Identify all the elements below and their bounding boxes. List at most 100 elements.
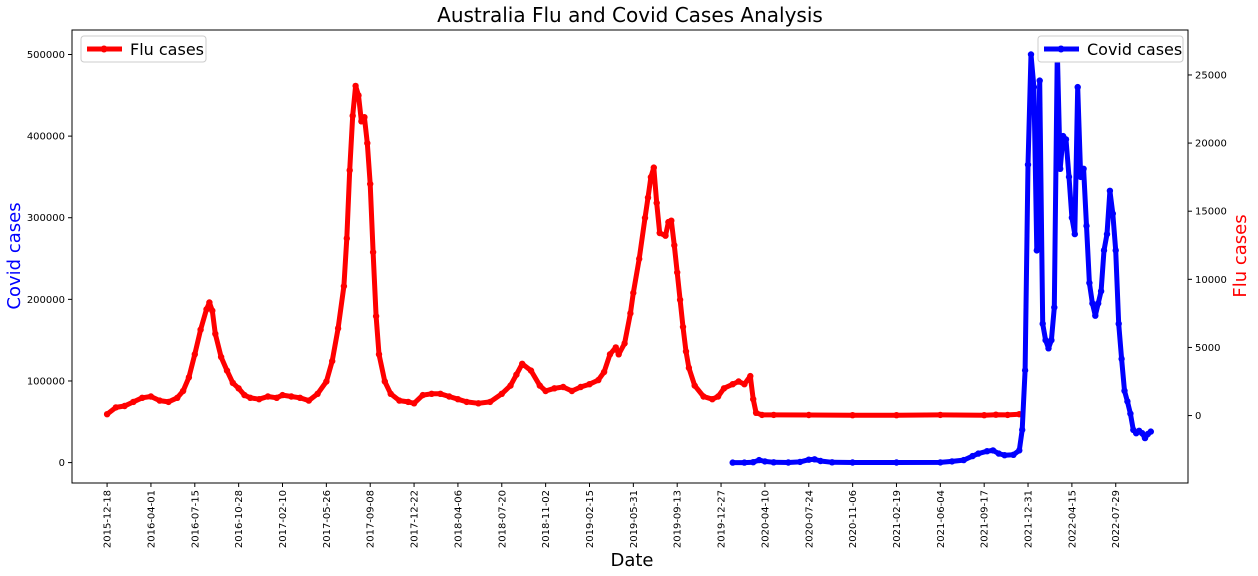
flu-cases-point — [279, 391, 286, 399]
flu-cases-point — [203, 306, 210, 313]
x-tick-label: 2016-10-28 — [234, 490, 245, 548]
covid-cases-point — [817, 457, 824, 465]
flu-cases-point — [305, 397, 312, 404]
flu-cases-point — [937, 411, 944, 419]
covid-cases-point — [1121, 387, 1128, 394]
y-left-tick-label: 400000 — [27, 132, 65, 143]
flu-cases-point — [197, 326, 204, 333]
x-tick-label: 2016-07-15 — [190, 490, 201, 548]
covid-cases-point — [1103, 230, 1111, 238]
flu-cases-point — [606, 351, 614, 358]
y-right-tick-label: 5000 — [1195, 343, 1220, 354]
covid-cases-point — [1106, 187, 1114, 194]
covid-cases-point — [1071, 230, 1079, 238]
flu-cases-point — [595, 376, 602, 384]
covid-cases-point — [828, 459, 836, 466]
x-tick-label: 2016-04-01 — [146, 490, 157, 548]
covid-cases-point — [1100, 247, 1108, 254]
flu-cases-point — [419, 391, 426, 399]
covid-cases-point — [948, 458, 956, 465]
flu-cases-point — [527, 367, 535, 374]
covid-cases-point — [1127, 410, 1134, 417]
flu-cases-point — [981, 412, 988, 419]
flu-cases-point — [536, 382, 543, 389]
x-tick-label: 2019-05-31 — [629, 490, 640, 548]
flu-cases-point — [247, 394, 254, 401]
flu-cases-point — [519, 360, 526, 367]
x-axis-ticks: 2015-12-18 2016-04-01 2016-07-15 2016-10-28… — [103, 483, 1122, 548]
covid-cases-point — [937, 459, 944, 466]
covid-cases-point — [1057, 165, 1064, 172]
flu-cases-point — [343, 235, 350, 242]
legend-flu: Flu cases — [80, 35, 207, 63]
flu-cases-point — [174, 394, 181, 401]
flu-cases-point — [621, 340, 628, 347]
legend-flu-label: Flu cases — [130, 40, 204, 59]
flu-cases-point — [671, 242, 678, 249]
flu-cases-point — [179, 387, 187, 395]
covid-cases-point — [1074, 83, 1081, 91]
covid-cases-point — [1095, 300, 1102, 307]
flu-cases-point — [437, 390, 444, 397]
chart-title: Australia Flu and Covid Cases Analysis — [437, 3, 823, 27]
flu-cases-point — [334, 325, 342, 332]
covid-cases-point — [761, 458, 769, 465]
x-tick-label: 2022-04-15 — [1067, 490, 1078, 548]
covid-cases-point — [1109, 210, 1117, 217]
y-right-axis-label: Flu cases — [1230, 214, 1251, 297]
covid-cases-point — [785, 459, 792, 466]
flu-cases-point — [367, 180, 374, 188]
covid-cases-point — [729, 459, 736, 466]
flu-cases-point — [369, 248, 377, 256]
x-tick-label: 2021-06-04 — [936, 490, 947, 548]
covid-cases-point — [750, 459, 757, 466]
flu-cases-point — [676, 296, 684, 303]
legend-covid-box — [1037, 35, 1184, 63]
flu-cases-point — [223, 367, 231, 374]
flu-cases-point — [165, 398, 172, 406]
flu-cases-point — [235, 385, 242, 392]
covid-cases-point — [1039, 320, 1046, 327]
flu-cases-point — [241, 391, 248, 399]
flu-cases-point — [735, 378, 742, 385]
covid-cases-point — [1086, 279, 1093, 287]
flu-cases-point — [714, 393, 722, 400]
covid-cases-point — [1045, 345, 1052, 352]
y-right-axis-ticks: 0 5000 10000 15000 20000 25000 — [1188, 70, 1227, 422]
flu-cases-point — [747, 372, 754, 380]
covid-cases-point — [1062, 136, 1070, 143]
covid-cases-point — [893, 459, 900, 466]
flu-cases-point — [206, 299, 213, 306]
legend-flu-marker — [100, 45, 108, 53]
y-right-tick-label: 20000 — [1195, 139, 1227, 150]
x-tick-label: 2021-09-17 — [980, 490, 991, 548]
y-right-tick-label: 25000 — [1195, 70, 1227, 81]
x-tick-label: 2021-12-31 — [1024, 490, 1035, 548]
covid-cases-point — [1068, 214, 1076, 221]
flu-cases-point — [507, 382, 514, 389]
y-left-tick-label: 200000 — [27, 295, 65, 306]
flu-cases-point — [381, 378, 388, 385]
covid-cases-point — [1138, 430, 1146, 437]
flu-cases-point — [486, 398, 494, 406]
flu-cases-point — [314, 390, 321, 397]
flu-cases-point — [805, 411, 812, 419]
flu-cases-point — [296, 394, 304, 401]
covid-cases-point — [1027, 51, 1035, 58]
covid-cases-point — [1147, 428, 1155, 435]
flu-cases-point — [352, 82, 359, 90]
covid-cases-point — [1115, 320, 1122, 327]
flu-cases-point — [212, 330, 219, 337]
flu-cases-point — [103, 411, 111, 418]
x-tick-label: 2021-02-19 — [892, 490, 903, 548]
covid-cases-point — [1021, 367, 1029, 374]
covid-cases-point — [1112, 247, 1119, 254]
legend-covid-label: Covid cases — [1087, 40, 1182, 59]
covid-cases-point — [1092, 312, 1099, 319]
flu-cases-point — [615, 351, 622, 358]
x-tick-label: 2019-09-13 — [673, 490, 684, 548]
flu-cases-point — [700, 393, 707, 400]
y-left-tick-label: 300000 — [27, 213, 65, 224]
